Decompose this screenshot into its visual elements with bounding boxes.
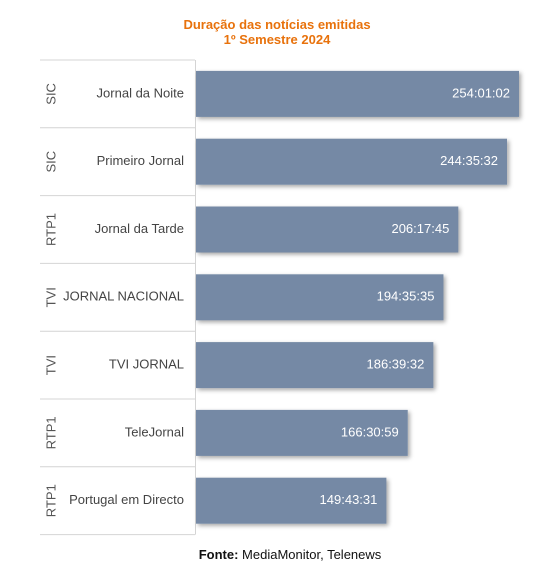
- value-label: 194:35:35: [377, 289, 435, 304]
- bar: [196, 409, 408, 456]
- chart-title: Duração das notícias emitidas: [183, 17, 371, 32]
- bar: [196, 274, 444, 321]
- group-label: RTP1: [43, 484, 58, 517]
- source-text: MediaMonitor, Telenews: [242, 547, 382, 562]
- group-label: RTP1: [43, 213, 58, 246]
- chart-subtitle: 1º Semestre 2024: [223, 32, 331, 47]
- bar: [196, 206, 459, 253]
- category-label: Primeiro Jornal: [97, 153, 185, 168]
- value-label: 254:01:02: [452, 85, 510, 100]
- bar: [196, 70, 519, 117]
- bar: [196, 138, 508, 185]
- category-label: Jornal da Noite: [97, 85, 184, 100]
- category-label: TVI JORNAL: [109, 357, 184, 372]
- bar: [196, 477, 387, 524]
- category-label: JORNAL NACIONAL: [63, 289, 184, 304]
- category-label: Jornal da Tarde: [95, 221, 184, 236]
- group-label: SIC: [43, 83, 58, 105]
- group-label: SIC: [43, 151, 58, 173]
- value-label: 206:17:45: [391, 221, 449, 236]
- group-label: TVI: [43, 355, 58, 375]
- category-label: TeleJornal: [125, 424, 184, 439]
- category-label: Portugal em Directo: [69, 492, 184, 507]
- value-label: 149:43:31: [320, 492, 378, 507]
- value-label: 166:30:59: [341, 424, 399, 439]
- bar: [196, 342, 434, 389]
- source-label: Fonte:: [198, 547, 239, 562]
- group-label: RTP1: [43, 416, 58, 449]
- group-label: TVI: [43, 287, 58, 307]
- source-note: Fonte: MediaMonitor, Telenews: [0, 547, 554, 562]
- value-label: 244:35:32: [440, 153, 498, 168]
- value-label: 186:39:32: [367, 357, 425, 372]
